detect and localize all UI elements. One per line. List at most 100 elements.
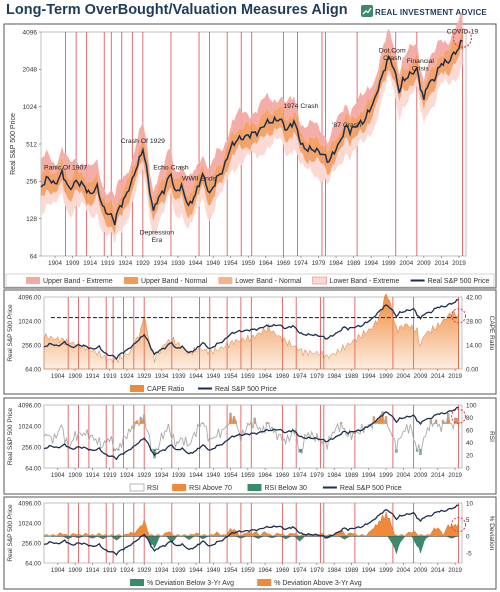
y-tick-label: 1024.00 (18, 520, 41, 527)
y-right-tick-label: 42.00 (466, 294, 482, 301)
x-tick-label: 1979 (310, 567, 324, 574)
plot-area (43, 502, 463, 564)
rsi-highlight-circle (450, 408, 467, 424)
x-tick-label: 1929 (137, 373, 151, 380)
x-tick-label: 1994 (362, 472, 376, 479)
y-tick-label: 4096.00 (18, 402, 41, 409)
y-tick-label: 256.00 (22, 444, 42, 451)
legend-label: % Deviation Above 3-Yr Avg (274, 580, 362, 587)
legend-swatch (257, 579, 272, 586)
x-tick-label: 1904 (51, 567, 65, 574)
x-tick-label: 1974 (293, 567, 307, 574)
cape-area (43, 293, 459, 370)
x-tick-label: 1949 (206, 567, 220, 574)
x-tick-label: 1944 (189, 373, 203, 380)
x-tick-label: 1919 (103, 567, 117, 574)
x-tick-label: 1939 (172, 567, 186, 574)
y-tick-label: 64 (30, 253, 38, 260)
annotation-label: 1974 Crash (283, 103, 318, 110)
legend-swatch (130, 385, 144, 392)
x-tick-label: 1929 (137, 472, 151, 479)
legend-swatch (218, 277, 233, 284)
x-tick-label: 1999 (379, 567, 393, 574)
y-tick-label: 1024 (23, 104, 38, 111)
x-tick-label: 1904 (48, 260, 62, 267)
x-tick-label: 1994 (362, 373, 376, 380)
x-tick-label: 1954 (224, 472, 238, 479)
y-tick-label: 64.00 (25, 366, 41, 373)
cape-chart: 4096.00 1024.00 256.00 64.00 Real S&P 500 Pr… (7, 293, 495, 393)
x-tick-label: 1914 (83, 260, 97, 267)
x-tick-label: 1989 (345, 373, 359, 380)
legend-label: RSI Above 70 (189, 485, 232, 492)
x-tick-label: 1999 (379, 373, 393, 380)
y-right-tick-label: 10 (466, 500, 474, 507)
y-right-axis-label: CAPE Ratio (488, 316, 495, 351)
legend-label: Real S&P 500 Price (340, 485, 402, 492)
x-tick-label: 1949 (206, 260, 220, 267)
y-right-tick-label: 0 (466, 465, 470, 472)
cape-highlight-circle (450, 308, 467, 324)
x-tick-label: 1999 (379, 472, 393, 479)
x-tick-label: 2019 (452, 260, 466, 267)
y-right-tick-label: 28.00 (466, 318, 482, 325)
y-right-tick-label: 5 (466, 517, 470, 524)
legend-box (5, 273, 495, 288)
y-tick-label: 1024.00 (18, 318, 41, 325)
annotation-label: Financial (407, 58, 435, 65)
y-axis-label: Real S&P 500 Price (7, 504, 14, 562)
brand-name: REAL INVESTMENT ADVICE (375, 8, 487, 17)
x-tick-label: 1979 (310, 373, 324, 380)
x-tick-label: 1909 (68, 567, 82, 574)
legend-swatch (172, 484, 187, 491)
x-tick-label: 1974 (293, 373, 307, 380)
main-chart: 4096 2048 1024 512 256 128 64 Real S&P 500 Pric… (5, 12, 495, 288)
x-tick-label: 1914 (85, 472, 99, 479)
x-tick-label: 1944 (189, 567, 203, 574)
y-tick-label: 256 (26, 179, 37, 186)
rsi-chart: 4096.00 1024.00 256.00 64.00 Real S&P 500 Pr… (7, 402, 495, 492)
deviation-chart: 4096.00 1024.00 256.00 64.00 Real S&P 500 Pr… (7, 500, 495, 587)
legend-label: Real S&P 500 Price (215, 386, 277, 393)
price-line (40, 39, 463, 226)
annotation-label: COVID-19 (447, 28, 479, 35)
x-tick-label: 1974 (293, 472, 307, 479)
x-tick-label: 2009 (414, 472, 428, 479)
x-tick-label: 1919 (101, 260, 115, 267)
x-tick-label: 1939 (172, 472, 186, 479)
y-right-tick-label: 0.00 (466, 366, 479, 373)
x-tick-label: 2014 (431, 567, 445, 574)
annotation-label: Depression (140, 230, 175, 237)
y-tick-label: 128 (26, 216, 37, 223)
y-right-tick-label: 40 (466, 440, 474, 447)
chart-title: Long-Term OverBought/Valuation Measures … (6, 2, 348, 18)
rsi-line (43, 410, 459, 459)
x-tick-label: 2014 (435, 260, 449, 267)
y-right-tick-label: 80 (466, 415, 474, 422)
x-tick-label: 1959 (241, 260, 255, 267)
x-tick-label: 1964 (258, 472, 272, 479)
price-line (43, 504, 459, 556)
annotation-label: '87 Crash (332, 122, 361, 129)
x-tick-label: 1949 (206, 472, 220, 479)
x-tick-label: 2009 (417, 260, 431, 267)
x-tick-label: 1989 (345, 567, 359, 574)
covid-highlight-circle (452, 28, 473, 48)
x-tick-label: 2009 (414, 567, 428, 574)
x-tick-label: 1909 (66, 260, 80, 267)
x-tick-label: 1929 (137, 567, 151, 574)
x-tick-label: 1984 (327, 567, 341, 574)
x-tick-label: 1939 (171, 260, 185, 267)
x-tick-label: 1934 (154, 260, 168, 267)
x-tick-label: 1944 (189, 260, 203, 267)
annotation-label: Echo Crash (153, 164, 189, 171)
legend-label: RSI Below 30 (265, 485, 308, 492)
x-tick-label: 1954 (224, 260, 238, 267)
y-tick-label: 64.00 (25, 465, 41, 472)
x-tick-label: 1969 (275, 373, 289, 380)
x-tick-label: 1924 (120, 472, 134, 479)
y-tick-label: 512 (26, 141, 37, 148)
legend-label: % Deviation Below 3-Yr Avg (147, 580, 234, 587)
y-tick-label: 2048 (23, 67, 38, 74)
x-tick-label: 1969 (275, 567, 289, 574)
